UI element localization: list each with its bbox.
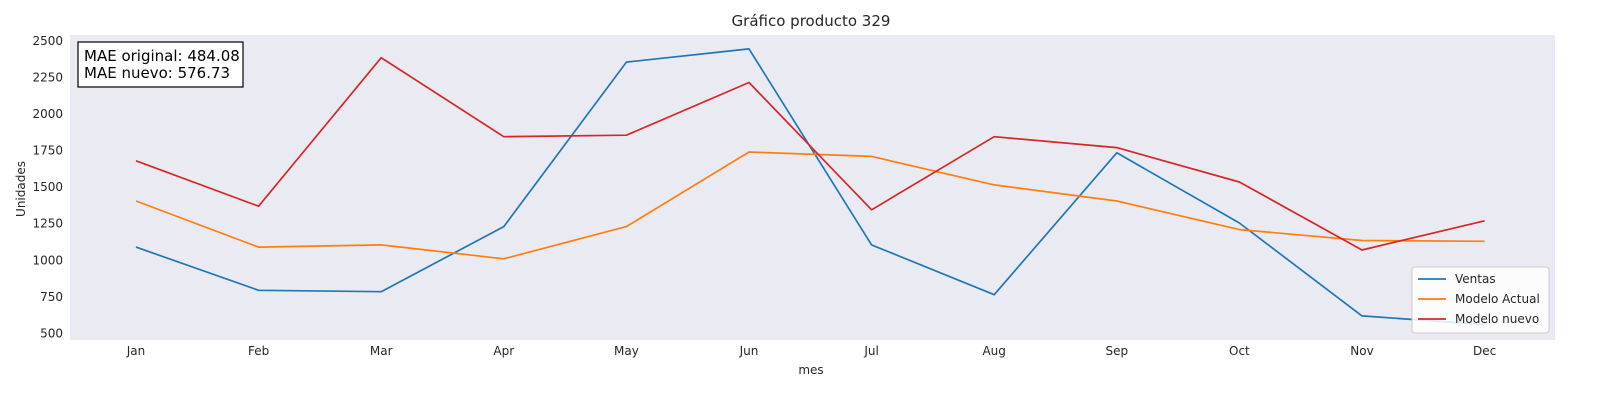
x-axis-ticks: Jan Feb Mar Apr May Jun Jul Aug Sep Oct Nov Dec: [126, 344, 1496, 358]
series-line-modelo-nuevo: [135, 56, 1485, 251]
x-tick-label: Aug: [982, 344, 1005, 358]
chart-title: Gráfico producto 329: [732, 12, 891, 30]
x-tick-label: Feb: [248, 344, 269, 358]
x-axis-label: mes: [798, 363, 823, 377]
x-tick-label: Jul: [863, 344, 878, 358]
legend-frame: [1411, 266, 1550, 334]
mae-nuevo-text: MAE nuevo: 576.73: [84, 64, 230, 82]
series-lines: [135, 48, 1485, 326]
mae-original-text: MAE original: 484.08: [84, 47, 240, 65]
y-tick-label: 750: [40, 290, 63, 304]
x-tick-label: Mar: [370, 344, 393, 358]
x-tick-label: Oct: [1229, 344, 1250, 358]
y-tick-label: 1500: [32, 180, 63, 194]
y-tick-label: 2250: [32, 70, 63, 84]
mae-annotation-box: MAE original: 484.08 MAE nuevo: 576.73: [77, 41, 244, 88]
plot-area: [70, 35, 1555, 340]
x-tick-label: Nov: [1350, 344, 1373, 358]
y-tick-label: 1250: [32, 217, 63, 231]
x-tick-label: Dec: [1473, 344, 1496, 358]
x-tick-label: Sep: [1105, 344, 1128, 358]
y-tick-label: 500: [40, 326, 63, 340]
y-axis-ticks: 500 750 1000 1250 1500 1750 2000 2250 2500: [32, 34, 63, 341]
y-tick-label: 1750: [32, 144, 63, 158]
y-axis-label: Unidades: [14, 161, 28, 217]
legend: Ventas Modelo Actual Modelo nuevo: [1411, 266, 1550, 334]
legend-label-ventas: Ventas: [1455, 272, 1496, 286]
x-tick-label: Apr: [493, 344, 514, 358]
x-tick-label: Jun: [739, 344, 759, 358]
y-tick-label: 1000: [32, 253, 63, 267]
y-tick-label: 2500: [32, 34, 63, 48]
y-tick-label: 2000: [32, 107, 63, 121]
legend-label-modelo-nuevo: Modelo nuevo: [1455, 312, 1539, 326]
x-tick-label: May: [614, 344, 639, 358]
x-tick-label: Jan: [126, 344, 146, 358]
annotation-frame: [77, 41, 244, 88]
series-line-modelo-actual: [135, 151, 1485, 260]
legend-label-modelo-actual: Modelo Actual: [1455, 292, 1540, 306]
